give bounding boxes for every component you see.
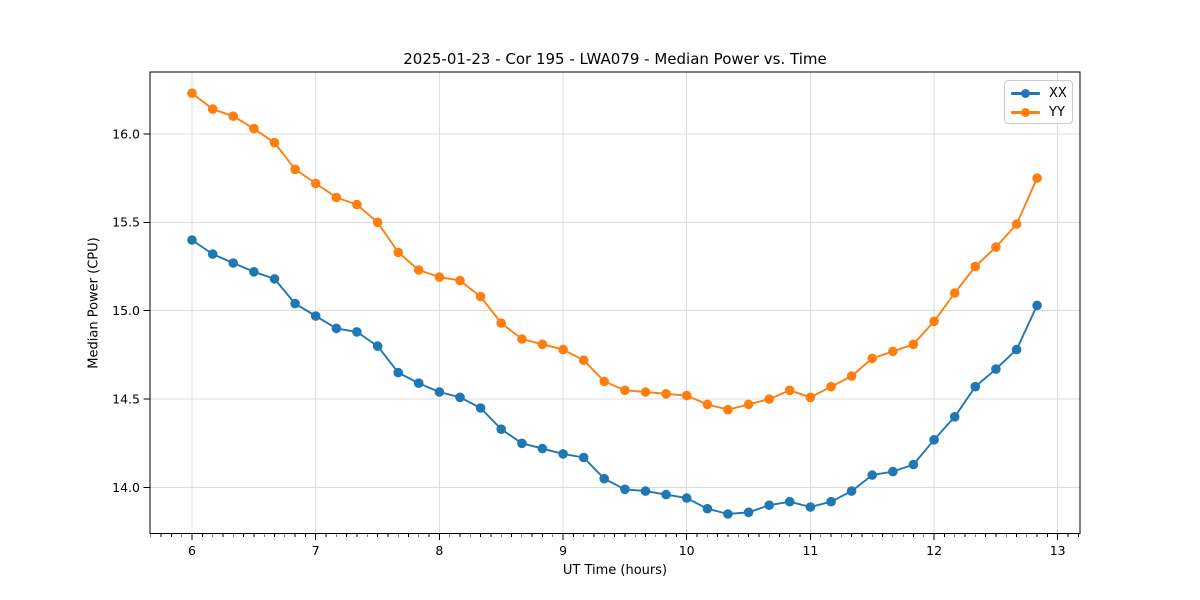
legend-item-xx: XX xyxy=(1011,84,1072,103)
xx-marker-dot xyxy=(1021,89,1030,98)
legend: XX YY xyxy=(1004,80,1073,124)
svg-text:8: 8 xyxy=(435,543,443,558)
svg-text:15.5: 15.5 xyxy=(112,215,140,230)
legend-label-yy: YY xyxy=(1049,105,1065,120)
x-axis-label: UT Time (hours) xyxy=(562,563,668,578)
svg-text:13: 13 xyxy=(1050,543,1066,558)
legend-label-xx: XX xyxy=(1049,86,1067,101)
chart-title: 2025-01-23 - Cor 195 - LWA079 - Median P… xyxy=(403,50,827,68)
yy-marker-dot xyxy=(1021,108,1030,117)
svg-text:7: 7 xyxy=(312,543,320,558)
svg-text:11: 11 xyxy=(802,543,818,558)
xx-line-swatch xyxy=(1011,89,1040,98)
y-axis-label: Median Power (CPU) xyxy=(86,237,102,369)
svg-text:16.0: 16.0 xyxy=(112,126,140,141)
legend-item-yy: YY xyxy=(1011,103,1072,122)
svg-text:15.0: 15.0 xyxy=(112,303,140,318)
svg-text:10: 10 xyxy=(679,543,695,558)
svg-text:6: 6 xyxy=(188,543,196,558)
svg-text:12: 12 xyxy=(926,543,942,558)
svg-text:14.0: 14.0 xyxy=(112,480,140,495)
yy-line-swatch xyxy=(1011,108,1040,117)
svg-text:14.5: 14.5 xyxy=(112,392,140,407)
svg-text:9: 9 xyxy=(559,543,567,558)
